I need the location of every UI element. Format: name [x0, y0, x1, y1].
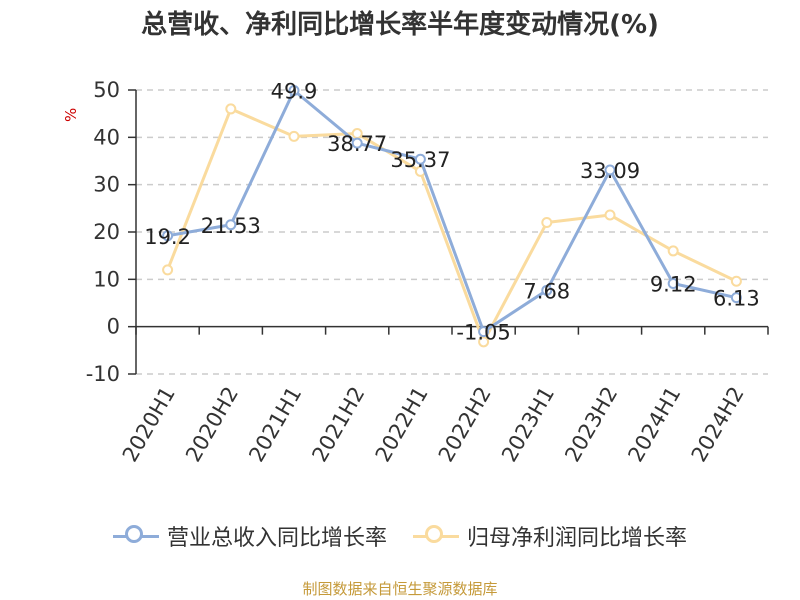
x-tick-label: 2021H1 [244, 383, 306, 467]
data-point-revenue [604, 164, 616, 176]
x-tick-label: 2024H1 [623, 383, 685, 467]
data-point-revenue [478, 326, 490, 338]
legend-swatch-revenue [112, 524, 159, 548]
chart-legend: 营业总收入同比增长率 归母净利润同比增长率 [0, 520, 800, 552]
data-point-revenue [162, 230, 174, 242]
x-tick-label: 2023H1 [497, 383, 559, 467]
data-point-revenue [414, 153, 426, 165]
legend-item-revenue[interactable]: 营业总收入同比增长率 [112, 520, 387, 552]
x-tick-label: 2022H1 [371, 383, 433, 467]
data-point-profit [541, 217, 553, 229]
data-point-revenue [225, 219, 237, 231]
data-label-revenue: 7.68 [523, 279, 570, 303]
data-label-revenue: 9.12 [650, 272, 697, 296]
y-tick-label: -10 [86, 362, 120, 386]
data-label-revenue: 6.13 [713, 287, 760, 311]
data-point-revenue [541, 284, 553, 296]
data-point-profit [604, 209, 616, 221]
y-tick-label: 30 [93, 173, 120, 197]
data-point-revenue [288, 84, 300, 96]
data-label-revenue: 38.77 [327, 132, 387, 156]
data-label-revenue: 21.53 [201, 214, 261, 238]
data-label-revenue: 33.09 [580, 159, 640, 183]
data-point-profit [730, 275, 742, 287]
x-tick-label: 2021H2 [307, 383, 369, 467]
legend-label-revenue: 营业总收入同比增长率 [166, 526, 387, 551]
data-point-revenue [351, 137, 363, 149]
data-label-revenue: 19.2 [144, 225, 191, 249]
x-tick-label: 2024H2 [687, 383, 749, 467]
chart-title: 总营收、净利同比增长率半年度变动情况(%) [141, 10, 659, 40]
data-point-revenue [667, 277, 679, 289]
y-tick-label: 50 [93, 78, 120, 102]
y-tick-label: 10 [93, 267, 120, 291]
series-line-profit [166, 107, 738, 344]
y-tick-label: 20 [93, 220, 120, 244]
data-point-profit [162, 264, 174, 276]
x-tick-label: 2023H2 [560, 383, 622, 467]
x-tick-label: 2020H1 [118, 383, 180, 467]
y-tick-label: 0 [107, 315, 120, 339]
data-label-revenue: 49.9 [271, 79, 318, 103]
data-point-revenue [730, 292, 742, 304]
series-line-revenue [167, 88, 737, 334]
data-point-profit [225, 103, 237, 115]
legend-swatch-profit [413, 524, 459, 548]
data-label-revenue: -1.05 [456, 321, 510, 345]
data-point-profit [478, 336, 490, 348]
legend-item-profit[interactable]: 归母净利润同比增长率 [413, 520, 687, 552]
data-point-profit [288, 130, 300, 142]
x-tick-label: 2020H2 [181, 383, 243, 467]
x-tick-label: 2022H2 [434, 382, 496, 466]
legend-label-profit: 归母净利润同比增长率 [467, 526, 688, 551]
y-tick-label: 40 [93, 125, 120, 149]
data-point-profit [667, 245, 679, 257]
data-label-revenue: 35.37 [390, 148, 450, 172]
data-source-note: 制图数据来自恒生聚源数据库 [302, 580, 498, 598]
